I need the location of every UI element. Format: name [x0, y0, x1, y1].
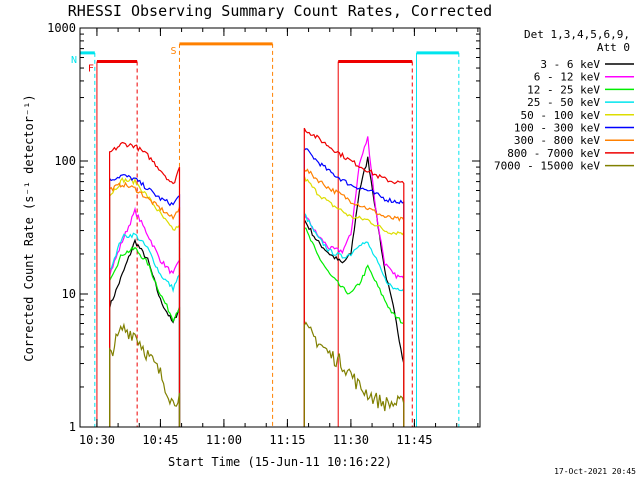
axes: 10:30 10:45 11:00 11:15 11:30 11:45 1 10 100 1000 [47, 21, 480, 447]
y-tick-label: 1000 [47, 21, 76, 35]
legend-entry-label: 25 - 50 keV [527, 96, 600, 109]
series-line-6-seg-0 [109, 181, 181, 427]
series-line-5-seg-0 [109, 173, 181, 427]
series-line-4-seg-0 [109, 177, 181, 427]
series-line-1-seg-1 [303, 136, 405, 427]
legend-entry-label: 3 - 6 keV [540, 58, 600, 71]
x-tick-label: 10:45 [142, 433, 178, 447]
x-axis-label: Start Time (15-Jun-11 10:16:22) [168, 455, 392, 469]
series-line-1-seg-0 [109, 206, 181, 427]
flag-saa-label: S [170, 46, 176, 57]
plot-area: NF S [71, 42, 460, 427]
series-line-0-seg-1 [303, 156, 405, 427]
legend-entry-label: 50 - 100 keV [521, 109, 601, 122]
series-line-8-seg-1 [303, 321, 405, 427]
y-tick-label: 1 [69, 420, 76, 434]
legend-header-line-2: Att 0 [597, 41, 630, 54]
x-tick-label: 11:00 [206, 433, 242, 447]
x-tick-label: 11:15 [269, 433, 305, 447]
plot-frame [79, 27, 481, 428]
y-tick-label: 100 [54, 154, 76, 168]
series-line-5-seg-1 [303, 148, 405, 427]
legend-entry-label: 7000 - 15000 keV [494, 160, 600, 173]
flag-night-label: N [71, 55, 77, 66]
y-tick-label: 10 [62, 287, 76, 301]
series-line-2-seg-1 [303, 227, 405, 427]
footer-date: 17-Oct-2021 20:45 [554, 467, 636, 476]
series-line-0-seg-0 [109, 238, 181, 427]
series-line-7-seg-1 [303, 127, 405, 427]
series-line-2-seg-0 [109, 246, 181, 427]
legend-entry-label: 300 - 800 keV [514, 134, 600, 147]
series-line-6-seg-1 [303, 168, 405, 427]
legend-header-line-1: Det 1,3,4,5,6,9, [524, 28, 630, 41]
series-line-4-seg-1 [303, 175, 405, 427]
x-tick-label: 10:30 [79, 433, 115, 447]
legend-entry-label: 100 - 300 keV [514, 122, 600, 135]
legend-entry-label: 800 - 7000 keV [507, 147, 600, 160]
chart-title: RHESSI Observing Summary Count Rates, Co… [68, 2, 492, 20]
series-line-3-seg-0 [109, 232, 181, 427]
series-line-8-seg-0 [109, 322, 181, 427]
y-axis-label: Corrected Count Rate (s⁻¹ detector⁻¹) [22, 94, 36, 361]
series-line-7-seg-0 [109, 141, 181, 427]
legend-entry-label: 6 - 12 keV [534, 71, 601, 84]
flag-flare-label: F [88, 63, 94, 74]
legend-entry-label: 12 - 25 keV [527, 83, 600, 96]
x-tick-label: 11:30 [333, 433, 369, 447]
x-tick-label: 11:45 [396, 433, 432, 447]
series-line-3-seg-1 [303, 211, 405, 427]
